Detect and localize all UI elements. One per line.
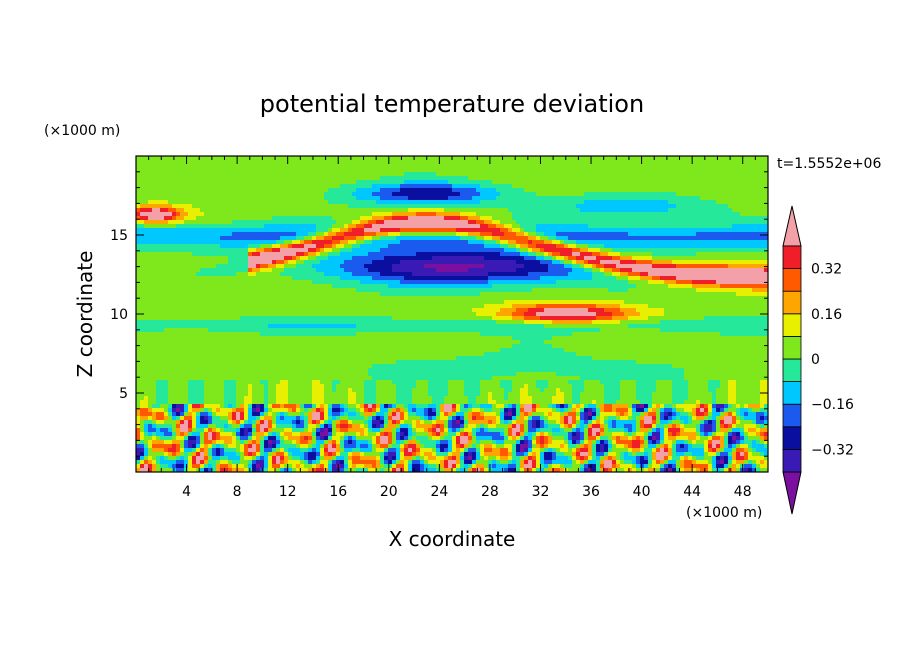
colorbar-tick-label: 0.32 bbox=[811, 262, 842, 278]
colorbar-swatch bbox=[782, 426, 802, 450]
colorbar-top-arrow bbox=[782, 205, 802, 247]
chart-title: potential temperature deviation bbox=[260, 90, 644, 118]
colorbar-swatch bbox=[782, 290, 802, 315]
x-tick-label: 8 bbox=[233, 484, 242, 500]
x-tick-label: 44 bbox=[683, 484, 701, 500]
colorbar-swatch bbox=[782, 403, 802, 428]
colorbar-swatch bbox=[782, 313, 802, 337]
x-tick-label: 20 bbox=[380, 484, 398, 500]
y-tick-label: 5 bbox=[119, 386, 128, 402]
colorbar-swatch bbox=[782, 448, 802, 473]
x-axis: 4 8 12 16 20 24 28 32 36 40 44 48 bbox=[148, 156, 756, 500]
colorbar-swatch bbox=[782, 335, 802, 360]
x-tick-label: 12 bbox=[279, 484, 297, 500]
x-unit-label: (×1000 m) bbox=[686, 505, 762, 521]
colorbar-tick-label: 0.16 bbox=[811, 307, 842, 323]
time-label: t=1.5552e+06 bbox=[777, 156, 881, 172]
y-unit-label: (×1000 m) bbox=[44, 123, 120, 139]
colorbar-swatch bbox=[782, 381, 802, 405]
x-tick-label: 36 bbox=[582, 484, 600, 500]
x-tick-label: 28 bbox=[481, 484, 499, 500]
colorbar-tick-label: −0.32 bbox=[811, 442, 854, 458]
x-tick-label: 32 bbox=[532, 484, 550, 500]
x-tick-label: 48 bbox=[734, 484, 752, 500]
colorbar-swatch bbox=[782, 245, 802, 270]
heatmap-field bbox=[136, 156, 768, 472]
colorbar-swatch bbox=[782, 358, 802, 383]
colorbar-bottom-arrow bbox=[782, 471, 802, 515]
colorbar-swatch bbox=[782, 268, 802, 292]
y-tick-label: 10 bbox=[110, 307, 128, 323]
x-axis-label: X coordinate bbox=[389, 527, 516, 551]
x-tick-label: 4 bbox=[182, 484, 191, 500]
y-axis: 5 10 15 bbox=[110, 171, 768, 457]
y-tick-label: 15 bbox=[110, 228, 128, 244]
colorbar-tick-label: 0 bbox=[811, 352, 820, 368]
colorbar: −0.32 −0.16 0 0.16 0.32 bbox=[782, 205, 854, 515]
x-tick-label: 40 bbox=[633, 484, 651, 500]
x-tick-label: 24 bbox=[430, 484, 448, 500]
colorbar-tick-label: −0.16 bbox=[811, 397, 854, 413]
y-axis-label: Z coordinate bbox=[73, 251, 97, 378]
x-tick-label: 16 bbox=[329, 484, 347, 500]
